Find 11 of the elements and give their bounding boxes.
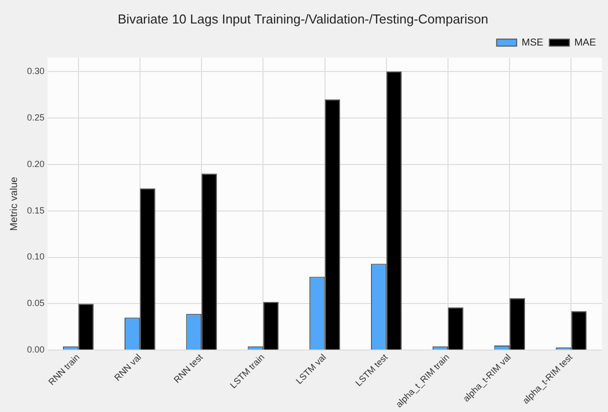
y-tick-label: 0.25 bbox=[26, 112, 45, 122]
y-tick-label: 0.00 bbox=[26, 344, 45, 355]
y-tick-label: 0.05 bbox=[26, 298, 45, 308]
legend-label: MAE bbox=[574, 37, 596, 48]
legend-label: MSE bbox=[522, 37, 544, 48]
y-tick-label: 0.10 bbox=[26, 252, 45, 262]
y-axis-title: Metric value bbox=[8, 176, 20, 231]
chart-title: Bivariate 10 Lags Input Training-/Validation-/Testing-Comparison bbox=[118, 11, 488, 26]
y-tick-label: 0.20 bbox=[26, 158, 45, 169]
y-tick-label: 0.15 bbox=[26, 205, 45, 216]
y-tick-label: 0.30 bbox=[26, 66, 45, 76]
